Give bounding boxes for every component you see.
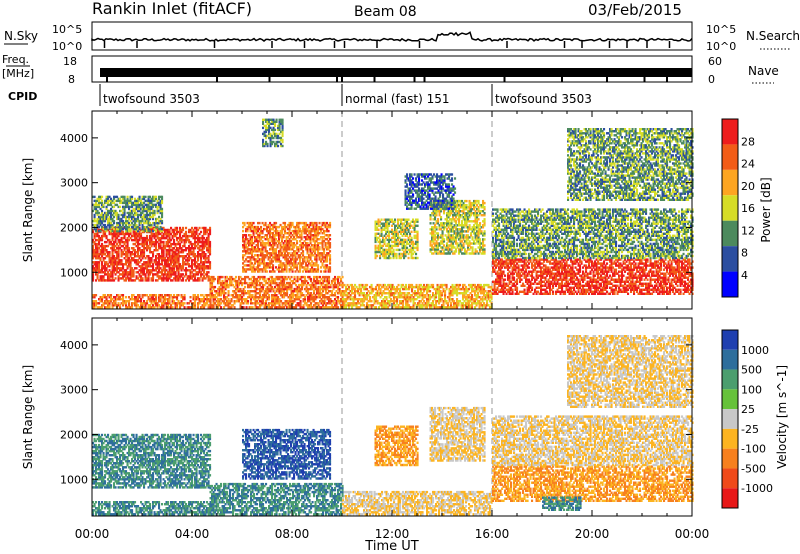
- rti-figure: Rankin Inlet (fitACF) Beam 08 03/Feb/201…: [0, 0, 800, 554]
- echo-cell: [101, 210, 103, 212]
- power-panel: 1000200030004000 Slant Range [km] 481216…: [21, 111, 773, 309]
- echo-cell: [205, 253, 207, 255]
- echo-cell: [197, 259, 199, 261]
- cpid-segments: twofsound 3503 normal (fast) 151 twofsound…: [100, 84, 592, 106]
- echo-cell: [203, 247, 205, 249]
- frequency-band: [100, 68, 692, 77]
- noise-left-label: N.Sky: [4, 29, 38, 43]
- echo-cell: [208, 235, 210, 237]
- noise-left-tick-bottom: 10^0: [52, 40, 82, 53]
- echo-cell: [185, 227, 187, 229]
- echo-cell: [178, 259, 180, 261]
- echo-cell: [101, 196, 103, 198]
- freq-tick-bottom: 8: [68, 73, 75, 86]
- echo-cell: [194, 247, 196, 249]
- echo-cell: [140, 259, 142, 261]
- echo-cell: [199, 227, 201, 229]
- echo-cell: [119, 206, 121, 208]
- freq-label-top: Freq.: [2, 53, 29, 66]
- echo-cell: [100, 230, 102, 232]
- echo-cell: [124, 235, 126, 237]
- echo-cell: [115, 273, 117, 275]
- noise-right-tick-bottom: 10^0: [706, 40, 736, 53]
- echo-cell: [149, 247, 151, 249]
- echo-cell: [128, 247, 130, 249]
- echo-cell: [169, 235, 171, 237]
- noise-right-tick-top: 10^5: [706, 23, 736, 36]
- echo-cell: [115, 277, 117, 279]
- echo-cell: [163, 241, 165, 243]
- echo-cell: [104, 220, 106, 222]
- echo-cell: [146, 235, 148, 237]
- echo-cell: [208, 271, 210, 273]
- echo-cell: [109, 251, 111, 253]
- nave-label: Nave: [748, 64, 779, 78]
- nave-tick-bottom: 0: [708, 73, 715, 86]
- echo-cell: [118, 235, 120, 237]
- echo-cell: [209, 261, 211, 263]
- beam-label: Beam 08: [354, 4, 417, 20]
- noise-right-label: N.Search: [746, 29, 800, 43]
- echo-cell: [94, 196, 96, 198]
- cpid-label: CPID: [8, 90, 37, 103]
- echo-cell: [188, 259, 190, 261]
- date-label: 03/Feb/2015: [588, 1, 682, 19]
- echo-cell: [176, 227, 178, 229]
- noise-panel: N.Sky 10^5 10^0 10^5 10^0 N.Search: [4, 22, 800, 53]
- noise-spikes: [105, 41, 670, 48]
- noise-left-tick-top: 10^5: [52, 23, 82, 36]
- echo-cell: [112, 273, 114, 275]
- echo-cell: [142, 277, 144, 279]
- frequency-panel: Freq. [MHz] 18 8 60 0 Nave: [2, 53, 779, 86]
- cpid-segment-1: normal (fast) 151: [345, 92, 449, 106]
- freq-label-bottom: [MHz]: [2, 67, 34, 80]
- echo-cell: [173, 239, 175, 241]
- echo-cell: [209, 241, 211, 243]
- echo-cell: [209, 247, 211, 249]
- echo-cell: [200, 231, 202, 233]
- echo-cell: [136, 267, 138, 269]
- echo-cell: [133, 273, 135, 275]
- noise-sky-trace: [92, 32, 692, 41]
- echo-cell: [151, 259, 153, 261]
- echo-cell: [209, 227, 211, 229]
- echo-cell: [149, 273, 151, 275]
- nave-tick-top: 60: [708, 55, 722, 68]
- echo-cell: [97, 273, 99, 275]
- echo-cell: [121, 259, 123, 261]
- echo-cell: [106, 235, 108, 237]
- echo-cell: [197, 273, 199, 275]
- freq-tick-top: 18: [63, 55, 77, 68]
- echo-cell: [145, 273, 147, 275]
- echo-cell: [118, 214, 120, 216]
- figure-title: Rankin Inlet (fitACF): [92, 0, 252, 18]
- echo-cell: [190, 257, 192, 259]
- echo-cell: [158, 259, 160, 261]
- echo-cell: [124, 208, 126, 210]
- echo-cell: [101, 200, 103, 202]
- cpid-segment-0: twofsound 3503: [103, 92, 200, 106]
- cpid-row: CPID twofsound 3503 normal (fast) 151 twof…: [8, 84, 592, 106]
- echo-cell: [185, 231, 187, 233]
- echo-cell: [182, 227, 184, 229]
- echo-cell: [113, 220, 115, 222]
- cpid-segment-2: twofsound 3503: [495, 92, 592, 106]
